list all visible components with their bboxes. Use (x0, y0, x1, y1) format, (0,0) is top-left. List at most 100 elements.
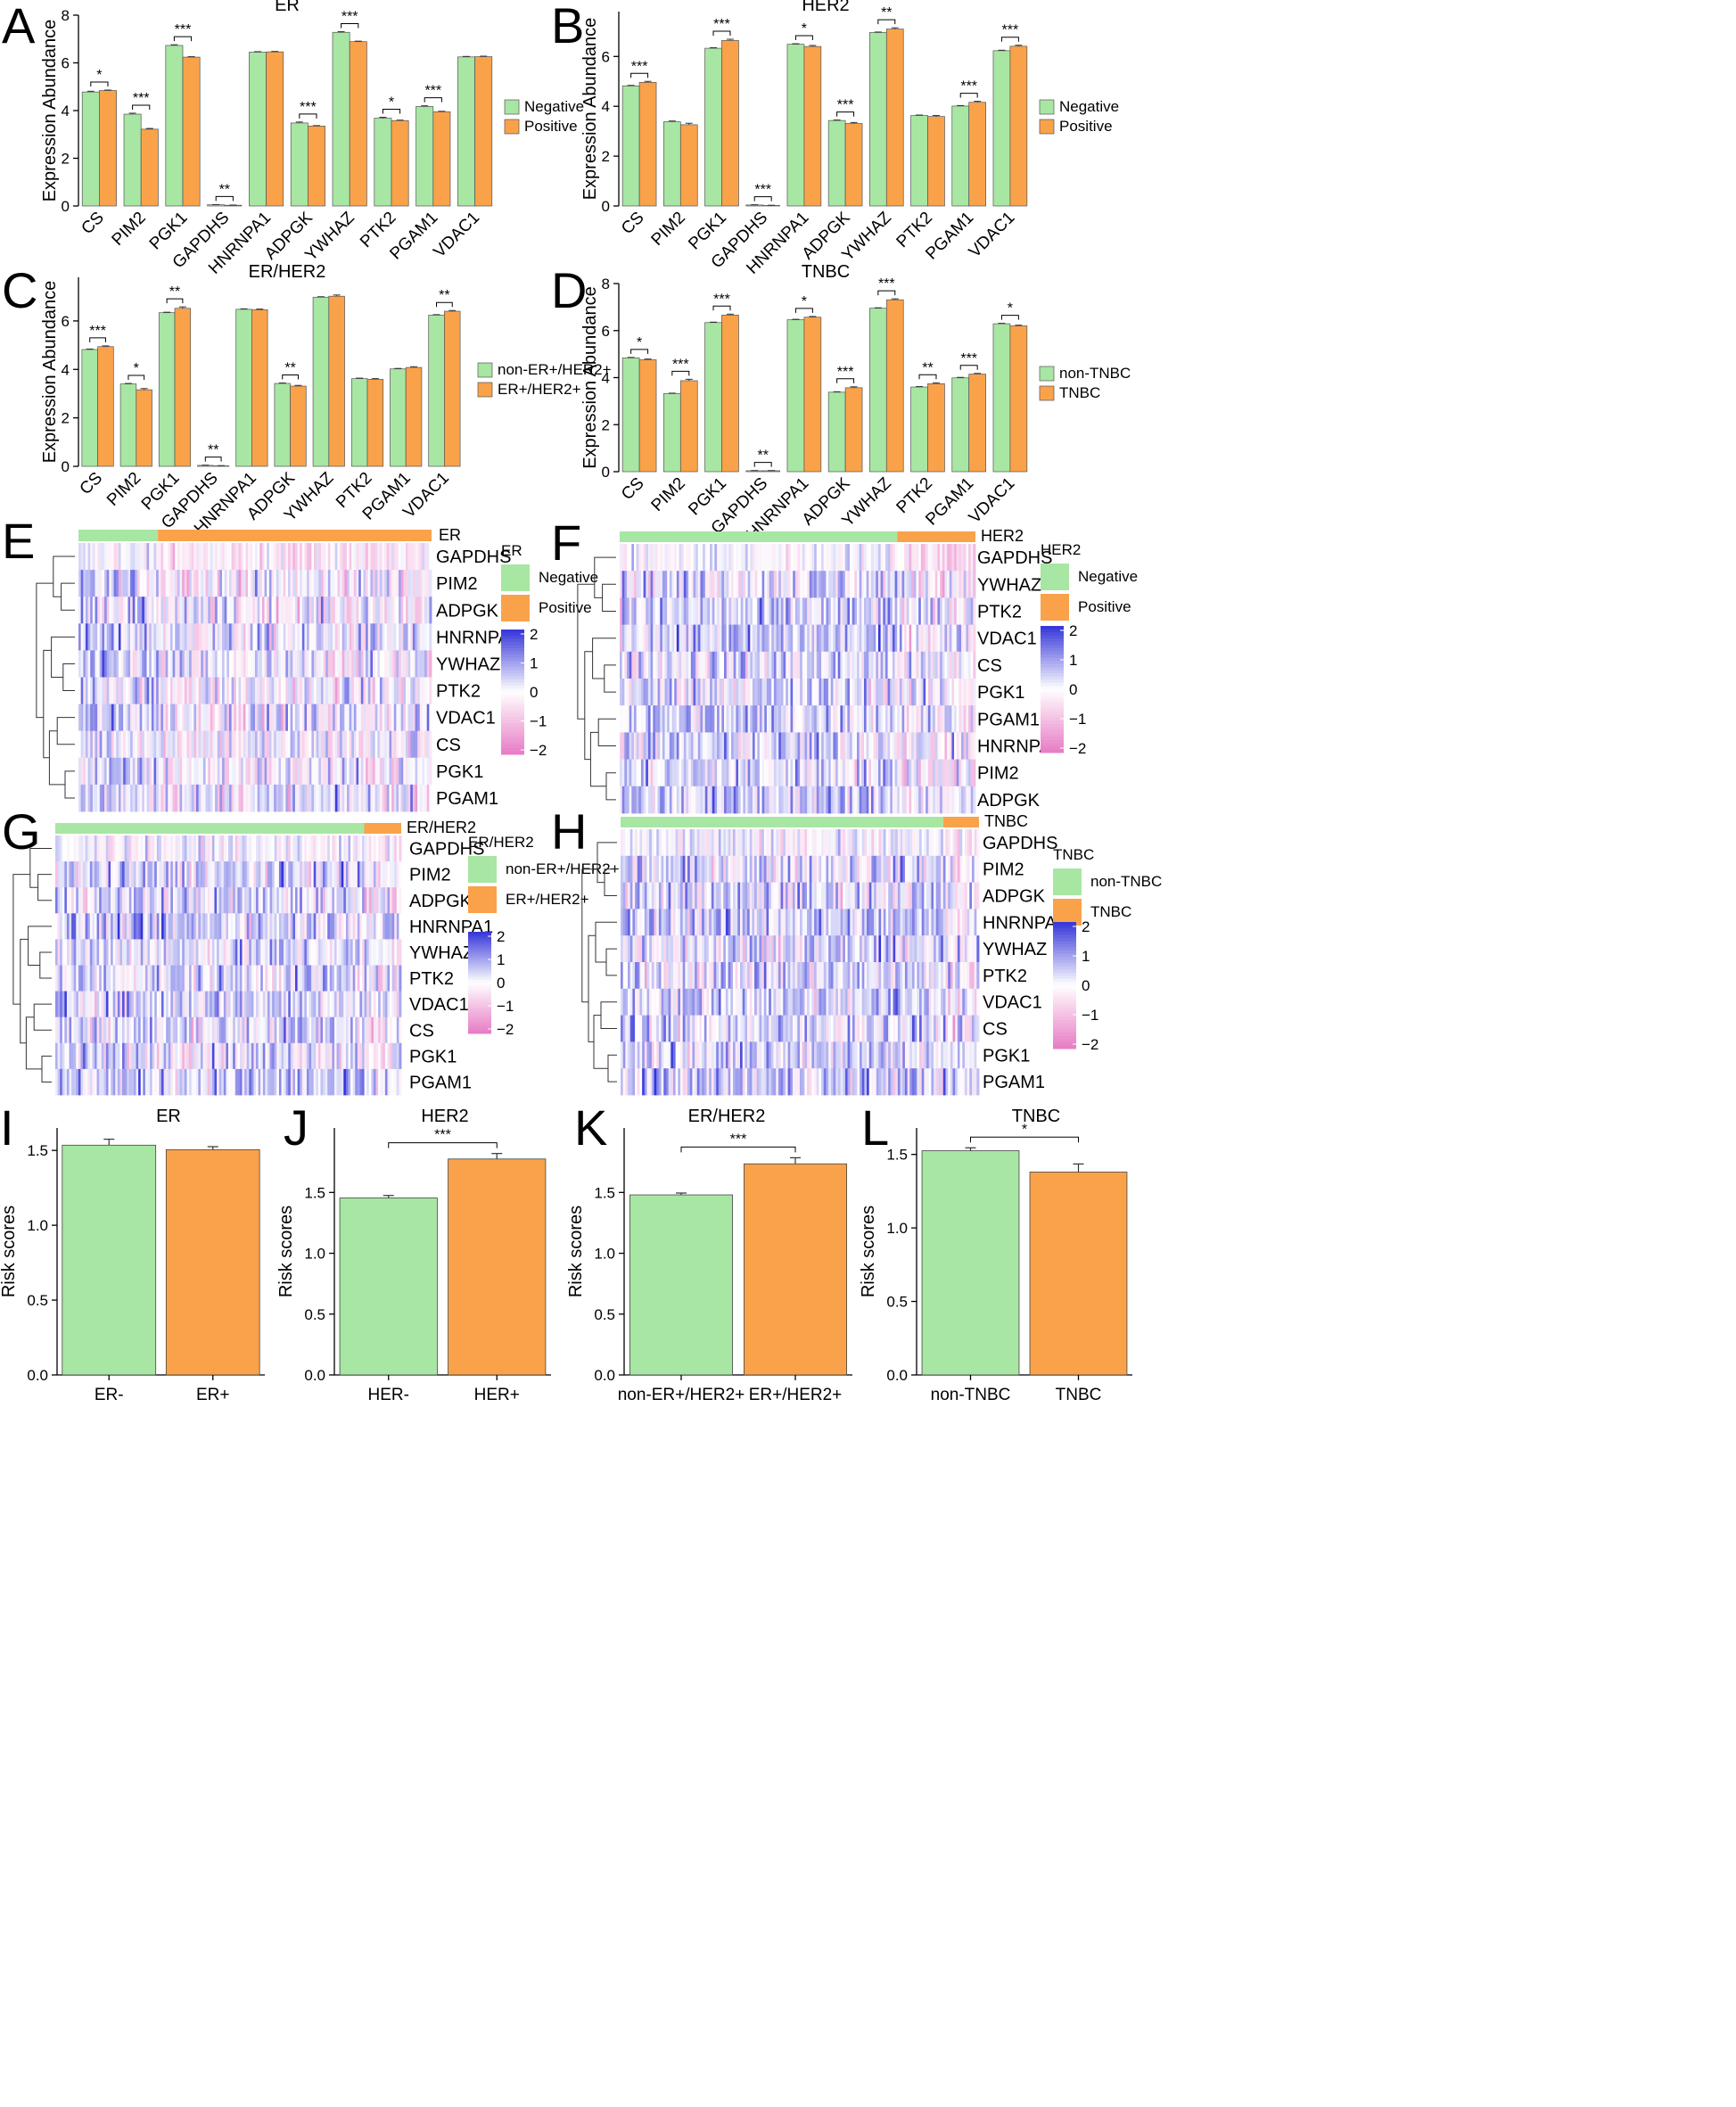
heat-cell (102, 650, 105, 678)
heat-cell (368, 887, 372, 914)
heat-cell (132, 597, 136, 624)
heat-cell (816, 597, 819, 625)
heat-cell (71, 887, 75, 914)
heat-cell (844, 732, 848, 760)
heat-cell (200, 939, 203, 966)
heat-cell (311, 623, 315, 651)
colorbar-step (501, 745, 524, 749)
heat-cell (309, 597, 312, 624)
heat-cell (252, 677, 256, 704)
heat-cell (156, 650, 160, 678)
heat-cell (57, 1016, 61, 1044)
significance-bracket (1000, 37, 1019, 42)
heat-cell (676, 786, 679, 814)
heat-cell (671, 786, 675, 814)
heat-cell (255, 757, 259, 786)
heat-cell (92, 543, 95, 571)
heat-cell (679, 571, 682, 598)
heat-cell (371, 1042, 374, 1070)
heat-cell (728, 624, 732, 653)
heat-cell (152, 887, 155, 914)
heat-cell (368, 1016, 372, 1044)
heat-cell (399, 965, 402, 992)
heat-cell (721, 705, 725, 733)
heat-cell (934, 624, 938, 653)
heat-cell (776, 732, 779, 760)
heat-cell (761, 786, 765, 814)
colorbar-label: −1 (1069, 711, 1086, 728)
heat-cell (363, 677, 366, 704)
heat-cell (378, 1016, 382, 1044)
heat-cell (757, 786, 761, 814)
heat-cell (78, 965, 81, 992)
heat-cell (393, 597, 397, 624)
heat-cell (400, 570, 404, 597)
heat-cell (149, 570, 152, 597)
heat-cell (288, 1016, 292, 1044)
heat-cell (241, 784, 244, 812)
heat-cell (125, 677, 128, 704)
heat-cell (133, 835, 136, 862)
heat-cell (231, 570, 234, 597)
heat-cell (766, 571, 769, 598)
heat-cell (257, 570, 260, 597)
heat-cell (631, 759, 635, 787)
heat-cell (926, 732, 929, 760)
heat-cell (165, 784, 169, 812)
heat-cell (189, 650, 193, 678)
heat-cell (300, 835, 303, 862)
heat-cell (332, 887, 335, 914)
heat-cell (140, 913, 144, 940)
heat-cell (690, 679, 694, 706)
heat-cell (868, 732, 872, 760)
heat-cell (887, 597, 891, 625)
heat-cell (654, 597, 658, 625)
heat-cell (861, 786, 865, 814)
heat-cell (142, 650, 145, 678)
heat-cell (131, 861, 135, 888)
colorbar-label: 0 (1069, 681, 1077, 698)
heat-cell (712, 571, 715, 598)
heat-cell (238, 704, 242, 732)
heat-cell (57, 861, 61, 888)
heat-cell (80, 570, 84, 597)
heat-cell (358, 543, 362, 571)
heat-cell (426, 597, 430, 624)
heat-cell (285, 965, 289, 992)
heat-cell (384, 597, 388, 624)
colorbar-step (1041, 737, 1064, 741)
heat-cell (211, 913, 215, 940)
heat-cell (707, 624, 711, 653)
heat-cell (210, 597, 213, 624)
heat-cell (662, 679, 665, 706)
heat-cell (809, 544, 812, 572)
heat-cell (73, 1068, 77, 1096)
heat-cell (304, 1042, 308, 1070)
heat-cell (375, 991, 379, 1018)
heat-cell (828, 786, 832, 814)
heat-cell (255, 784, 259, 812)
heat-cell (281, 1016, 284, 1044)
heat-cell (761, 679, 765, 706)
heat-cell (66, 1016, 70, 1044)
heat-cell (243, 757, 246, 786)
bar (679, 380, 698, 473)
heat-cell (193, 1068, 197, 1096)
heat-cell (844, 759, 848, 787)
heat-cell (119, 965, 123, 992)
heat-cell (821, 679, 825, 706)
heat-cell (341, 623, 345, 651)
heat-cell (384, 757, 388, 786)
heat-cell (144, 1016, 148, 1044)
heat-cell (208, 730, 211, 759)
heat-cell (120, 730, 124, 759)
heat-cell (160, 991, 164, 1018)
heat-cell (870, 705, 875, 733)
heat-cell (847, 732, 851, 760)
heat-cell (314, 597, 317, 624)
heat-cell (267, 913, 270, 940)
heat-cell (337, 570, 341, 597)
heat-cell (186, 704, 190, 732)
heat-cell (669, 624, 672, 653)
heat-cell (339, 939, 342, 966)
